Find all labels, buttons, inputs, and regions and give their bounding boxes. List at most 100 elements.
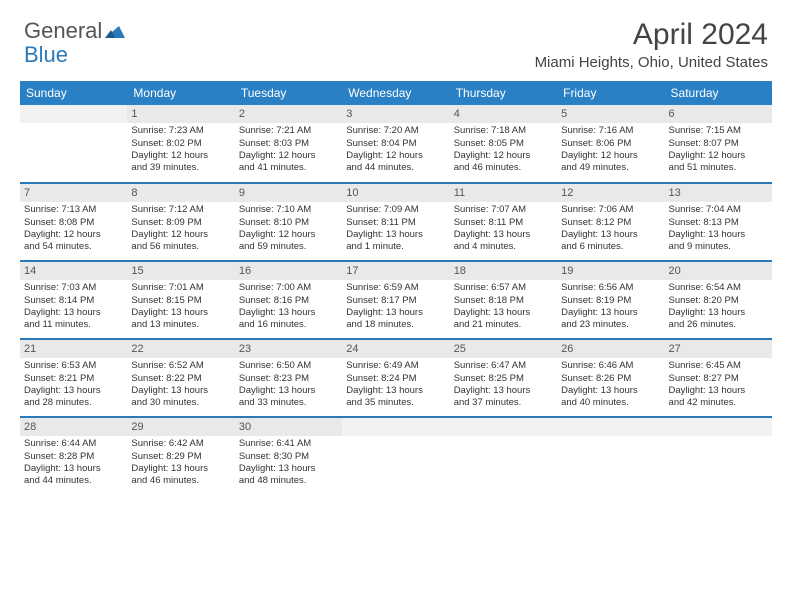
calendar-day-cell <box>450 417 557 495</box>
calendar-day-cell: 4Sunrise: 7:18 AMSunset: 8:05 PMDaylight… <box>450 105 557 183</box>
sunset-line: Sunset: 8:15 PM <box>131 295 230 307</box>
sunset-line: Sunset: 8:06 PM <box>561 138 660 150</box>
sunset-line: Sunset: 8:13 PM <box>669 217 768 229</box>
daylight-line: Daylight: 13 hours <box>669 307 768 319</box>
location-label: Miami Heights, Ohio, United States <box>535 54 768 71</box>
calendar-day-cell: 11Sunrise: 7:07 AMSunset: 8:11 PMDayligh… <box>450 183 557 261</box>
day-number-empty <box>20 105 127 123</box>
daylight-line: and 4 minutes. <box>454 241 553 253</box>
calendar-day-cell: 25Sunrise: 6:47 AMSunset: 8:25 PMDayligh… <box>450 339 557 417</box>
day-number: 18 <box>450 262 557 280</box>
day-number: 14 <box>20 262 127 280</box>
daylight-line: Daylight: 13 hours <box>561 385 660 397</box>
sunset-line: Sunset: 8:18 PM <box>454 295 553 307</box>
sunset-line: Sunset: 8:03 PM <box>239 138 338 150</box>
calendar-day-cell: 8Sunrise: 7:12 AMSunset: 8:09 PMDaylight… <box>127 183 234 261</box>
sunrise-line: Sunrise: 6:45 AM <box>669 360 768 372</box>
daylight-line: Daylight: 13 hours <box>239 385 338 397</box>
sunrise-line: Sunrise: 6:44 AM <box>24 438 123 450</box>
daylight-line: Daylight: 12 hours <box>239 229 338 241</box>
sunrise-line: Sunrise: 7:06 AM <box>561 204 660 216</box>
daylight-line: and 16 minutes. <box>239 319 338 331</box>
calendar-day-cell: 30Sunrise: 6:41 AMSunset: 8:30 PMDayligh… <box>235 417 342 495</box>
daylight-line: Daylight: 12 hours <box>131 150 230 162</box>
daylight-line: and 48 minutes. <box>239 475 338 487</box>
calendar-day-cell: 20Sunrise: 6:54 AMSunset: 8:20 PMDayligh… <box>665 261 772 339</box>
day-number: 7 <box>20 184 127 202</box>
sunrise-line: Sunrise: 7:12 AM <box>131 204 230 216</box>
sunset-line: Sunset: 8:30 PM <box>239 451 338 463</box>
logo-sub: Blue <box>24 42 68 68</box>
daylight-line: Daylight: 12 hours <box>561 150 660 162</box>
day-number-empty <box>450 418 557 436</box>
daylight-line: Daylight: 12 hours <box>346 150 445 162</box>
sunset-line: Sunset: 8:22 PM <box>131 373 230 385</box>
day-header: Saturday <box>665 81 772 105</box>
day-number: 26 <box>557 340 664 358</box>
sunset-line: Sunset: 8:10 PM <box>239 217 338 229</box>
logo-text-blue: Blue <box>24 42 68 67</box>
page-header: General April 2024 Miami Heights, Ohio, … <box>0 0 792 75</box>
sunset-line: Sunset: 8:28 PM <box>24 451 123 463</box>
daylight-line: Daylight: 13 hours <box>346 229 445 241</box>
sunset-line: Sunset: 8:05 PM <box>454 138 553 150</box>
day-header: Monday <box>127 81 234 105</box>
calendar-day-cell: 15Sunrise: 7:01 AMSunset: 8:15 PMDayligh… <box>127 261 234 339</box>
calendar-body: 1Sunrise: 7:23 AMSunset: 8:02 PMDaylight… <box>20 105 772 495</box>
calendar-day-cell: 5Sunrise: 7:16 AMSunset: 8:06 PMDaylight… <box>557 105 664 183</box>
daylight-line: Daylight: 13 hours <box>239 463 338 475</box>
sunrise-line: Sunrise: 6:59 AM <box>346 282 445 294</box>
day-number: 8 <box>127 184 234 202</box>
daylight-line: and 54 minutes. <box>24 241 123 253</box>
calendar-day-cell: 10Sunrise: 7:09 AMSunset: 8:11 PMDayligh… <box>342 183 449 261</box>
calendar-day-cell: 2Sunrise: 7:21 AMSunset: 8:03 PMDaylight… <box>235 105 342 183</box>
calendar-day-cell: 24Sunrise: 6:49 AMSunset: 8:24 PMDayligh… <box>342 339 449 417</box>
daylight-line: Daylight: 13 hours <box>454 307 553 319</box>
sunrise-line: Sunrise: 6:52 AM <box>131 360 230 372</box>
sunrise-line: Sunrise: 6:47 AM <box>454 360 553 372</box>
sunset-line: Sunset: 8:21 PM <box>24 373 123 385</box>
calendar-week-row: 14Sunrise: 7:03 AMSunset: 8:14 PMDayligh… <box>20 261 772 339</box>
daylight-line: Daylight: 13 hours <box>24 307 123 319</box>
day-number: 1 <box>127 105 234 123</box>
day-number: 20 <box>665 262 772 280</box>
calendar-day-cell: 19Sunrise: 6:56 AMSunset: 8:19 PMDayligh… <box>557 261 664 339</box>
sunrise-line: Sunrise: 7:00 AM <box>239 282 338 294</box>
sunset-line: Sunset: 8:08 PM <box>24 217 123 229</box>
sunrise-line: Sunrise: 6:56 AM <box>561 282 660 294</box>
daylight-line: and 49 minutes. <box>561 162 660 174</box>
sunrise-line: Sunrise: 7:21 AM <box>239 125 338 137</box>
day-header: Wednesday <box>342 81 449 105</box>
daylight-line: and 56 minutes. <box>131 241 230 253</box>
sunset-line: Sunset: 8:29 PM <box>131 451 230 463</box>
daylight-line: and 30 minutes. <box>131 397 230 409</box>
calendar-day-cell: 1Sunrise: 7:23 AMSunset: 8:02 PMDaylight… <box>127 105 234 183</box>
day-number: 17 <box>342 262 449 280</box>
day-number: 10 <box>342 184 449 202</box>
daylight-line: and 13 minutes. <box>131 319 230 331</box>
daylight-line: Daylight: 13 hours <box>669 229 768 241</box>
day-number-empty <box>665 418 772 436</box>
day-number: 12 <box>557 184 664 202</box>
sunrise-line: Sunrise: 7:16 AM <box>561 125 660 137</box>
calendar-day-cell: 17Sunrise: 6:59 AMSunset: 8:17 PMDayligh… <box>342 261 449 339</box>
calendar-day-cell: 21Sunrise: 6:53 AMSunset: 8:21 PMDayligh… <box>20 339 127 417</box>
calendar-day-cell: 7Sunrise: 7:13 AMSunset: 8:08 PMDaylight… <box>20 183 127 261</box>
daylight-line: Daylight: 12 hours <box>24 229 123 241</box>
calendar-day-cell: 26Sunrise: 6:46 AMSunset: 8:26 PMDayligh… <box>557 339 664 417</box>
sunrise-line: Sunrise: 6:42 AM <box>131 438 230 450</box>
sunset-line: Sunset: 8:02 PM <box>131 138 230 150</box>
daylight-line: and 9 minutes. <box>669 241 768 253</box>
daylight-line: Daylight: 12 hours <box>239 150 338 162</box>
daylight-line: Daylight: 13 hours <box>454 229 553 241</box>
daylight-line: and 59 minutes. <box>239 241 338 253</box>
sunset-line: Sunset: 8:11 PM <box>454 217 553 229</box>
logo-flag-icon <box>105 22 125 43</box>
day-number: 29 <box>127 418 234 436</box>
daylight-line: Daylight: 13 hours <box>24 463 123 475</box>
day-number: 13 <box>665 184 772 202</box>
day-header: Thursday <box>450 81 557 105</box>
calendar-day-cell <box>20 105 127 183</box>
calendar-day-cell: 22Sunrise: 6:52 AMSunset: 8:22 PMDayligh… <box>127 339 234 417</box>
sunrise-line: Sunrise: 6:49 AM <box>346 360 445 372</box>
